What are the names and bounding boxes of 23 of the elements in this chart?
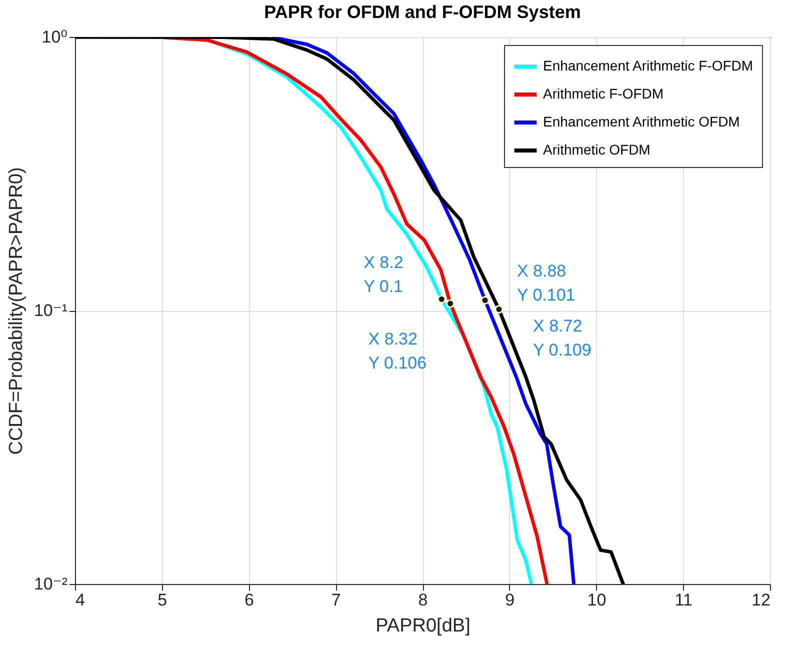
y-axis-title: CCDF=Probability(PAPR>PAPR0) [6,167,27,455]
annotation: X 8.32 Y 0.106 [368,330,427,373]
chart-title: PAPR for OFDM and F-OFDM System [264,2,581,22]
annotation: X 8.88 Y 0.101 [516,261,576,304]
legend-label: Arithmetic F-OFDM [543,86,664,102]
legend-label: Enhancement Arithmetic OFDM [543,114,740,130]
legend-label: Enhancement Arithmetic F-OFDM [543,58,754,74]
annotation: X 8.2 Y 0.1 [364,253,404,296]
legend-label: Arithmetic OFDM [543,142,650,158]
x-tick-label: 5 [158,590,168,610]
x-tick-label: 8 [418,590,428,610]
y-tick-label: 10⁻² [34,574,68,594]
x-tick-label: 6 [244,590,254,610]
x-tick-label: 11 [674,590,692,610]
x-tick-label: 7 [331,590,341,610]
x-tick-label: 12 [752,590,770,610]
annotation: X 8.72 Y 0.109 [533,316,592,360]
y-tick-label: 10⁰ [42,28,68,46]
x-tick-label: 4 [76,590,85,610]
x-tick-label: 9 [505,590,515,610]
x-tick-label: 10 [587,590,606,610]
x-axis-title: PAPR0[dB] [376,616,470,636]
y-tick-label: 10⁻¹ [34,301,68,320]
